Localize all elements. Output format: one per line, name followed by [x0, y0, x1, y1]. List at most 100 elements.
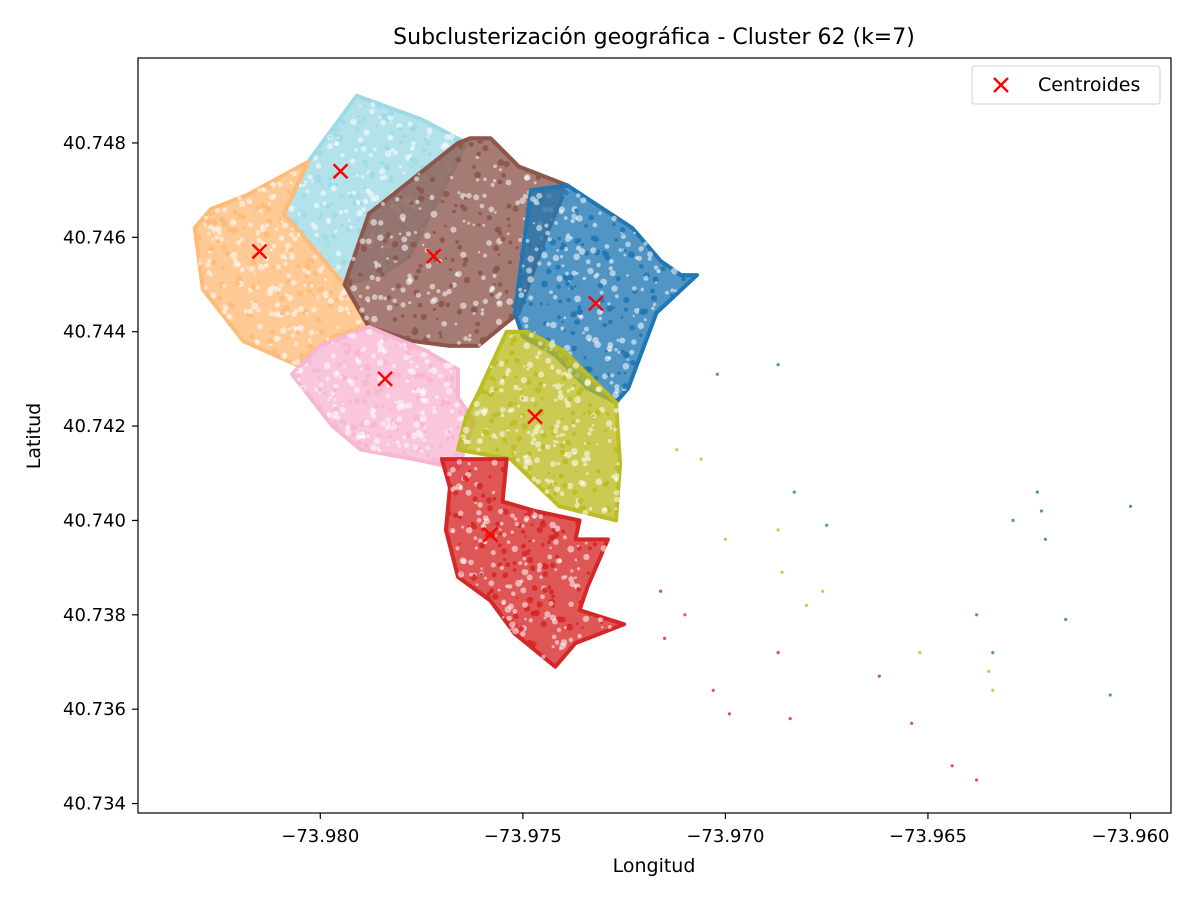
scatter-point [563, 216, 568, 220]
scatter-point [587, 267, 594, 275]
scatter-point [211, 259, 217, 266]
y-tick-label: 40.748 [63, 133, 126, 154]
scatter-point [279, 309, 287, 316]
scatter-point [264, 206, 272, 213]
scatter-point [559, 209, 564, 214]
scatter-point [358, 105, 362, 108]
scatter-point [537, 245, 541, 249]
scatter-point [474, 329, 480, 334]
scatter-point [329, 290, 334, 295]
scatter-point [250, 284, 256, 290]
scatter-point [639, 333, 643, 337]
scatter-point [510, 336, 518, 343]
scatter-point [302, 284, 307, 288]
scatter-point [443, 362, 451, 369]
scatter-point [371, 315, 378, 323]
scatter-point [398, 232, 402, 236]
scatter-point [347, 166, 352, 170]
scatter-point [547, 485, 551, 490]
scatter-point [246, 266, 249, 270]
scatter-point [264, 263, 268, 267]
scatter-point [478, 211, 482, 216]
scatter-point [553, 481, 558, 485]
scatter-point [458, 409, 463, 415]
scatter-point [558, 299, 563, 304]
scatter-point [647, 256, 652, 261]
scatter-point [440, 143, 447, 151]
scatter-point [554, 398, 558, 402]
scatter-point [529, 640, 537, 648]
scatter-point [379, 168, 386, 175]
scatter-point [526, 596, 534, 604]
scatter-point [446, 288, 452, 295]
scatter-point [400, 287, 406, 293]
scatter-point [470, 523, 477, 530]
scatter-point [585, 456, 591, 462]
scatter-point [413, 421, 421, 428]
scatter-point [626, 274, 629, 277]
scatter-point [344, 306, 349, 311]
scatter-point [592, 487, 597, 493]
scatter-point [575, 521, 580, 526]
scatter-point [538, 371, 545, 378]
scatter-point [338, 375, 343, 380]
y-tick-label: 40.738 [63, 605, 126, 626]
scatter-point [569, 236, 573, 240]
scatter-point [306, 288, 312, 294]
scatter-point [392, 298, 397, 303]
scatter-point [426, 453, 431, 458]
scatter-point [358, 294, 362, 298]
scatter-point [530, 440, 535, 445]
scatter-point [392, 255, 399, 261]
scatter-point [380, 272, 385, 277]
scatter-point [557, 315, 561, 320]
scatter-point [315, 177, 321, 184]
scatter-point [340, 223, 344, 228]
scatter-point [414, 275, 419, 280]
scatter-point [596, 468, 601, 474]
scatter-point [473, 194, 480, 201]
scatter-point [377, 446, 380, 450]
scatter-point [514, 521, 520, 527]
scatter-point [574, 576, 577, 579]
scatter-point [361, 175, 365, 179]
scatter-point [493, 363, 497, 367]
scatter-point [507, 584, 513, 589]
scatter-point [572, 451, 576, 455]
scatter-point [346, 297, 349, 301]
scatter-point [489, 365, 493, 368]
scatter-point [311, 293, 315, 297]
scatter-point [378, 220, 384, 226]
outlier-point [991, 688, 995, 692]
scatter-point [474, 467, 478, 471]
scatter-point [492, 378, 497, 382]
scatter-point [502, 437, 507, 443]
scatter-point [447, 430, 450, 433]
scatter-point [563, 626, 567, 629]
scatter-point [295, 262, 301, 269]
scatter-point [389, 235, 394, 239]
scatter-point [632, 286, 637, 291]
scatter-point [548, 471, 551, 475]
scatter-point [309, 283, 314, 288]
scatter-point [404, 335, 411, 342]
scatter-point [337, 362, 342, 367]
scatter-point [619, 337, 626, 344]
scatter-point [371, 294, 378, 300]
scatter-point [493, 164, 497, 169]
scatter-point [399, 344, 402, 347]
cluster-orange [192, 159, 371, 367]
scatter-point [515, 429, 519, 432]
scatter-point [584, 541, 588, 545]
scatter-point [410, 241, 417, 248]
scatter-point [403, 442, 410, 449]
scatter-point [587, 338, 592, 342]
scatter-point [407, 368, 413, 374]
scatter-point [457, 571, 465, 578]
scatter-point [634, 307, 640, 314]
scatter-point [340, 374, 348, 381]
scatter-point [533, 609, 540, 617]
scatter-point [554, 486, 561, 493]
scatter-point [534, 386, 542, 394]
scatter-point [547, 554, 553, 560]
